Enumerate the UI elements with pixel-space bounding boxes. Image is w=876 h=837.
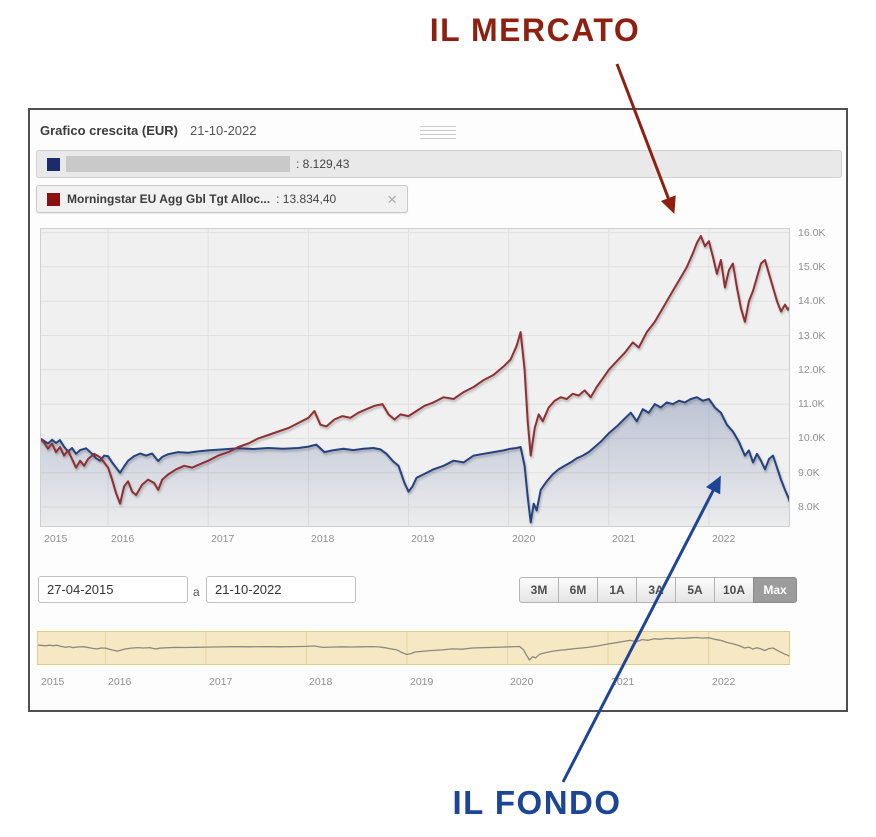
legend-item-benchmark[interactable]: Morningstar EU Agg Gbl Tgt Alloc... : 13… [36,185,408,213]
chart-title: Grafico crescita (EUR) [40,123,178,138]
drag-handle-icon[interactable] [420,126,456,139]
x-axis-label: 2019 [410,676,434,688]
range-button-10a[interactable]: 10A [714,577,754,603]
chart-date: 21-10-2022 [190,123,257,138]
card-header: Grafico crescita (EUR) 21-10-2022 [40,122,836,144]
y-axis-labels: 8.0K 9.0K 10.0K 11.0K 12.0K 13.0K 14.0K 15.0K 16… [798,227,844,527]
benchmark-color-swatch [47,192,60,206]
range-button-5a[interactable]: 5A [675,577,715,603]
fund-name-redacted [66,156,290,172]
legend-item-fund[interactable]: : 8.129,43 [36,150,842,178]
benchmark-name: Morningstar EU Agg Gbl Tgt Alloc... [67,192,271,206]
x-axis-label: 2018 [309,676,333,688]
x-axis-label: 2021 [612,533,636,545]
x-axis-label: 2017 [211,533,235,545]
y-axis-label: 13.0K [798,330,826,342]
x-axis-label: 2018 [311,533,335,545]
x-axis-label: 2016 [108,676,132,688]
x-axis-label: 2020 [512,533,536,545]
x-axis-label: 2016 [111,533,135,545]
market-annotation-label: IL MERCATO [429,12,641,48]
x-axis-label: 2020 [510,676,534,688]
range-button-max[interactable]: Max [753,577,797,603]
main-chart-plot[interactable] [40,228,790,527]
navigator-x-axis-labels: 2015 2016 2017 2018 2019 2020 2021 2022 [37,676,797,690]
navigator-svg [37,631,790,665]
x-axis-label: 2015 [44,533,68,545]
range-button-3a[interactable]: 3A [636,577,676,603]
date-from-input[interactable] [38,576,188,603]
date-separator: a [193,585,200,599]
y-axis-label: 15.0K [798,261,826,273]
x-axis-labels: 2015 2016 2017 2018 2019 2020 2021 2022 [40,533,800,547]
x-axis-label: 2017 [209,676,233,688]
y-axis-label: 16.0K [798,227,826,239]
fund-color-swatch [47,157,60,171]
growth-chart-card: Grafico crescita (EUR) 21-10-2022 : 8.129… [28,108,848,712]
navigator[interactable] [37,631,790,665]
main-chart-svg [40,228,790,527]
range-button-1a[interactable]: 1A [597,577,637,603]
y-axis-label: 10.0K [798,432,826,444]
x-axis-label: 2022 [712,533,736,545]
x-axis-label: 2021 [611,676,635,688]
y-axis-label: 12.0K [798,364,826,376]
x-axis-label: 2015 [41,676,65,688]
y-axis-label: 11.0K [798,398,825,410]
y-axis-label: 8.0K [798,501,820,513]
x-axis-label: 2019 [411,533,435,545]
fund-value: : 8.129,43 [296,157,350,171]
y-axis-label: 9.0K [798,467,820,479]
close-icon[interactable]: × [387,189,397,209]
x-axis-label: 2022 [712,676,736,688]
range-button-3m[interactable]: 3M [519,577,559,603]
range-button-group: 3M 6M 1A 3A 5A 10A Max [519,577,797,603]
benchmark-value: : 13.834,40 [276,192,337,206]
range-button-6m[interactable]: 6M [558,577,598,603]
fund-annotation-label: IL FONDO [452,784,622,821]
date-to-input[interactable] [206,576,356,603]
y-axis-label: 14.0K [798,295,826,307]
